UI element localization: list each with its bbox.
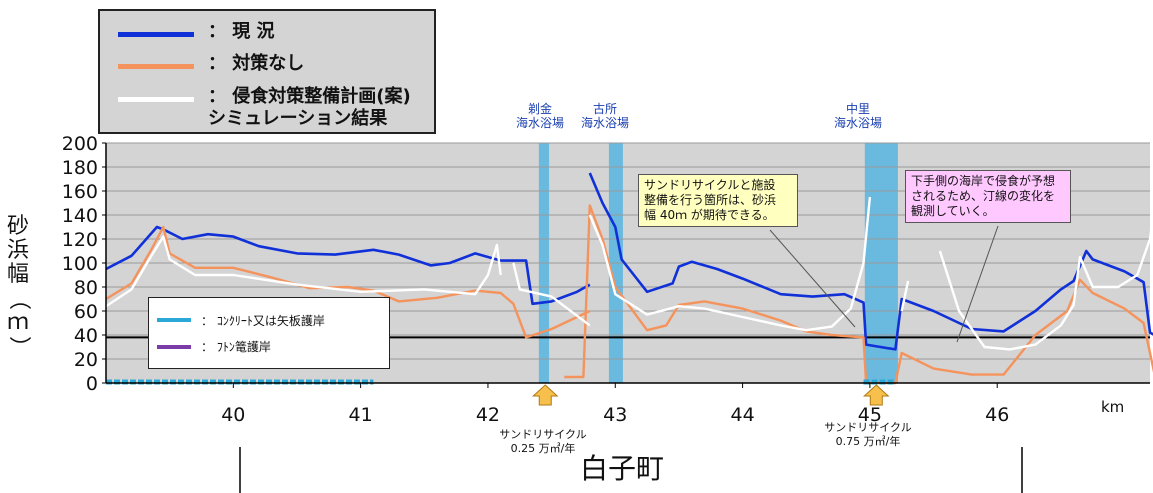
series-line-2 — [105, 235, 502, 308]
series-line-0 — [588, 172, 1153, 351]
sand-recycle-note-1: サンドリサイクル 0.25 万㎥/年 — [480, 428, 606, 456]
y-tick-label: 20 — [74, 349, 98, 371]
annotation-line: 観測していく。 — [911, 204, 995, 218]
x-tick-label: 41 — [349, 404, 373, 426]
legend-main: ： 現 況 ： 対策なし ： 侵食対策整備計画(案) シミュレーション結果 — [98, 9, 436, 134]
legend-swatch-futon — [157, 345, 191, 349]
series-line-2 — [938, 207, 1153, 351]
x-tick-label: 42 — [476, 404, 500, 426]
series-lines — [105, 172, 1153, 385]
town-boundary-lines — [239, 447, 1023, 493]
legend-swatch-concrete — [157, 318, 191, 322]
town-label: 白子町 — [580, 452, 665, 485]
beach-label-name: 剃金 — [527, 102, 552, 116]
annotation-expected-width: サンドリサイクルと施設 整備を行う箇所は、砂浜 幅 40ｍ が期待できる。 — [638, 174, 798, 227]
annotation-line: サンドリサイクルと施設 — [644, 178, 776, 192]
series-line-2 — [900, 280, 910, 312]
x-tick-label: 44 — [730, 404, 754, 426]
sand-recycle-arrow — [531, 384, 559, 406]
y-tick-label: 160 — [62, 181, 98, 203]
annotation-line: 整備を行う箇所は、砂浜 — [644, 193, 777, 207]
beach-label-1: 剃金 海水浴場 — [505, 102, 575, 130]
annotation-line: 幅 40ｍ が期待できる。 — [644, 208, 775, 222]
sand-recycle-arrow — [862, 384, 890, 406]
beach-label-3: 中里 海水浴場 — [822, 102, 894, 130]
y-tick-label: 40 — [74, 325, 98, 347]
sand-recycle-title: サンドリサイクル — [499, 428, 587, 441]
y-tick-label: 120 — [62, 229, 98, 251]
series-line-2 — [512, 262, 591, 327]
y-tick-label: 60 — [74, 301, 98, 323]
y-tick-label: 80 — [74, 277, 98, 299]
y-axis-label-char: ｍ — [6, 310, 29, 335]
y-axis-label-char: 幅 — [6, 262, 29, 287]
y-axis-label: 砂 浜 幅 （ ｍ ） — [6, 214, 31, 359]
annotation-line: されるため、汀線の変化を — [911, 189, 1056, 203]
y-tick-label: 140 — [62, 205, 98, 227]
y-tick-label: 0 — [86, 373, 98, 395]
legend-swatch-no-measures — [118, 64, 194, 69]
legend-swatch-current — [118, 32, 194, 37]
x-tick-label: 40 — [221, 404, 245, 426]
annotation-pointer — [769, 229, 856, 328]
x-tick-label: 45 — [858, 404, 882, 426]
beach-label-type: 海水浴場 — [580, 116, 629, 130]
y-axis-label-char: （ — [6, 287, 31, 310]
y-tick-label: 180 — [62, 157, 98, 179]
x-tick-label: 46 — [985, 404, 1009, 426]
annotation-pointer — [956, 225, 999, 343]
sand-recycle-amount: 0.75 万㎥/年 — [835, 435, 901, 448]
y-axis-label-char: ） — [6, 335, 31, 358]
y-axis-label-char: 浜 — [6, 238, 29, 263]
sand-recycle-note-2: サンドリサイクル 0.75 万㎥/年 — [805, 421, 931, 449]
beach-label-type: 海水浴場 — [833, 116, 882, 130]
legend-label-concrete: ： ｺﾝｸﾘｰﾄ又は矢板護岸 — [201, 314, 325, 328]
sand-recycle-markers — [531, 225, 999, 406]
x-tick-label: 43 — [603, 404, 627, 426]
series-line-0 — [105, 225, 591, 306]
legend-label-no-measures: ： 対策なし — [208, 53, 305, 74]
legend-label-current: ： 現 況 — [208, 21, 275, 42]
y-tick-label: 200 — [62, 133, 98, 155]
legend-label-simulation-1: ： 侵食対策整備計画(案) — [208, 86, 411, 107]
sand-recycle-amount: 0.25 万㎥/年 — [510, 442, 576, 455]
series-line-2 — [588, 196, 872, 332]
legend-label-futon: ： ﾌﾄﾝ篭護岸 — [201, 340, 271, 354]
beach-label-name: 古所 — [592, 102, 617, 116]
y-axis-label-char: 砂 — [6, 214, 29, 239]
annotation-line: 下手側の海岸で侵食が予想 — [911, 174, 1056, 188]
x-axis-unit: km — [1101, 398, 1125, 416]
y-tick-label: 100 — [62, 253, 98, 275]
sand-recycle-title: サンドリサイクル — [824, 421, 912, 434]
legend-swatch-simulation — [118, 97, 194, 102]
beach-label-name: 中里 — [845, 102, 870, 116]
beach-label-2: 古所 海水浴場 — [570, 102, 640, 130]
annotation-monitoring: 下手側の海岸で侵食が予想 されるため、汀線の変化を 観測していく。 — [905, 170, 1071, 223]
legend-revetment: ： ｺﾝｸﾘｰﾄ又は矢板護岸 ： ﾌﾄﾝ篭護岸 — [148, 297, 390, 369]
beach-label-type: 海水浴場 — [515, 116, 564, 130]
series-line-1 — [105, 225, 591, 339]
legend-label-simulation-2: シミュレーション結果 — [208, 108, 388, 129]
